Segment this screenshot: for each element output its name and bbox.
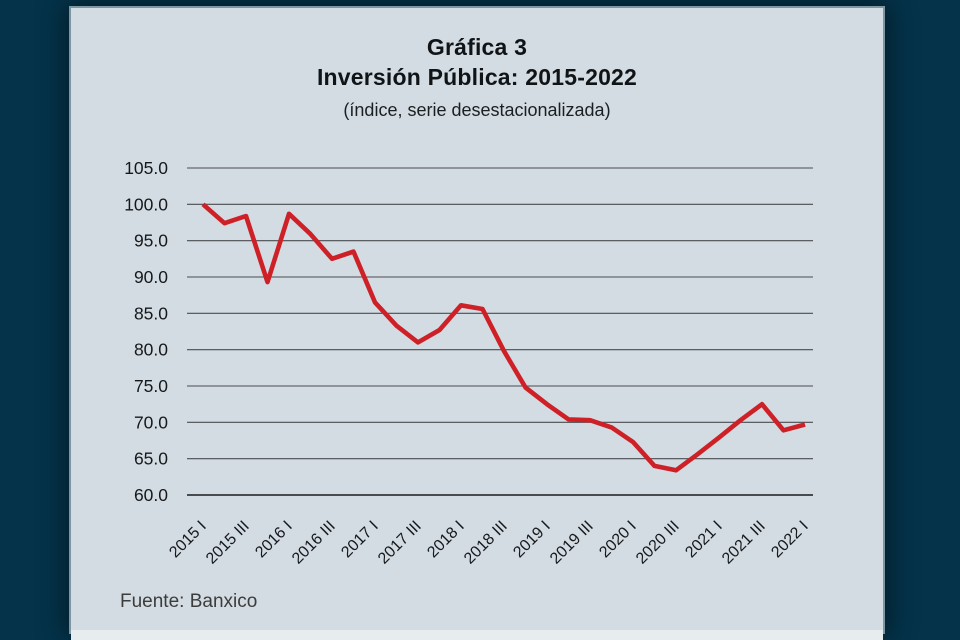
chart-caption: (índice, serie desestacionalizada) <box>343 100 611 120</box>
y-tick-label: 75.0 <box>134 376 168 396</box>
series-line <box>201 202 806 473</box>
y-tick-label: 80.0 <box>134 340 168 360</box>
x-tick-label: 2017 III <box>375 518 425 568</box>
y-tick-label: 105.0 <box>124 158 168 178</box>
x-tick-label: 2022 I <box>768 518 811 561</box>
y-tick-label: 65.0 <box>134 449 168 469</box>
source-label: Fuente: Banxico <box>120 591 258 612</box>
y-tick-label: 90.0 <box>134 267 168 287</box>
x-tick-label: 2021 III <box>719 518 769 568</box>
chart-panel <box>71 8 883 632</box>
x-tick-label: 2019 III <box>547 518 597 568</box>
y-tick-label: 85.0 <box>134 303 168 323</box>
x-tick-label: 2015 III <box>203 518 253 568</box>
x-tick-label: 2018 III <box>461 518 511 568</box>
y-tick-label: 100.0 <box>124 194 168 214</box>
chart-title: Gráfica 3 <box>426 34 528 60</box>
chart-subtitle: Inversión Pública: 2015-2022 <box>316 64 638 90</box>
panel-bottom-strip <box>71 630 883 640</box>
y-tick-label: 60.0 <box>134 485 168 505</box>
y-tick-label: 70.0 <box>134 412 168 432</box>
x-tick-label: 2016 III <box>289 518 339 568</box>
y-tick-label: 95.0 <box>134 231 168 251</box>
x-tick-label: 2020 III <box>633 518 683 568</box>
